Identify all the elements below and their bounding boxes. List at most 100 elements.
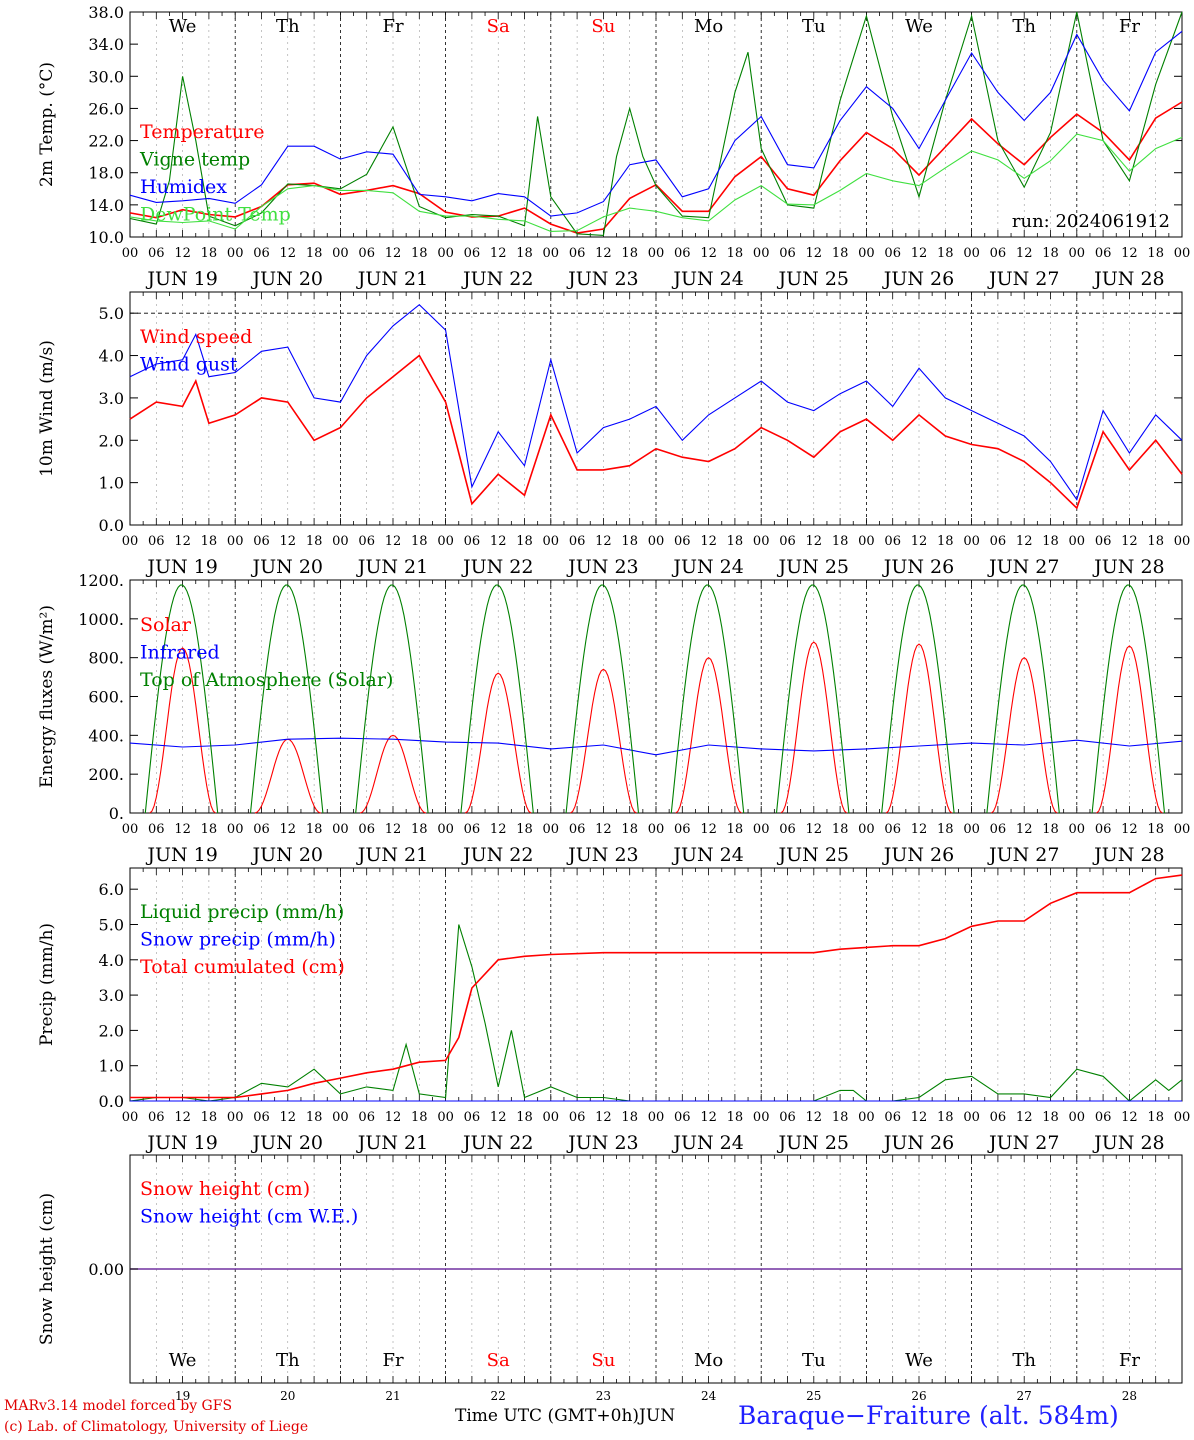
snow-day-name: Th	[1012, 1350, 1036, 1371]
hour-label: 00	[122, 246, 139, 261]
hour-label: 06	[779, 534, 796, 549]
hour-label: 12	[911, 534, 928, 549]
hour-label: 18	[832, 534, 849, 549]
lab-credit: (c) Lab. of Climatology, University of L…	[4, 1419, 309, 1435]
hour-label: 06	[253, 246, 270, 261]
hour-label: 06	[990, 534, 1007, 549]
hour-label: 06	[253, 1110, 270, 1125]
hour-label: 06	[569, 1110, 586, 1125]
hour-label: 12	[280, 246, 297, 261]
date-label: JUN 20	[251, 1132, 323, 1154]
temp-legend-dewpoint-temp: DewPoint Temp	[140, 204, 291, 226]
snow-day-number: 19	[175, 1389, 190, 1403]
hour-label: 00	[437, 822, 454, 837]
hour-label: 12	[700, 534, 717, 549]
snow-day-number: 22	[491, 1389, 506, 1403]
snow-day-number: 24	[701, 1389, 717, 1403]
date-label: JUN 19	[145, 556, 217, 578]
time-label: Time UTC (GMT+0h)	[455, 1406, 640, 1426]
snow-day-number: 23	[596, 1389, 611, 1403]
date-label: JUN 25	[777, 844, 849, 866]
hour-label: 12	[1121, 534, 1138, 549]
date-label: JUN 23	[566, 268, 638, 290]
energy-legend-top-of-atmosphere-solar-: Top of Atmosphere (Solar)	[140, 669, 393, 691]
hour-label: 06	[148, 1110, 165, 1125]
precip-legend-liquid-precip-mm-h-: Liquid precip (mm/h)	[140, 901, 344, 923]
temp-ytick-label: 18.0	[88, 164, 124, 183]
energy-ytick-label: 600.	[88, 688, 124, 707]
precip-ytick-label: 5.0	[99, 915, 124, 934]
energy-legend-infrared: Infrared	[140, 642, 220, 664]
date-label: JUN 21	[356, 556, 428, 578]
hour-label: 06	[674, 534, 691, 549]
hour-label: 06	[358, 246, 375, 261]
day-name-0: We	[169, 16, 197, 37]
hour-label: 00	[1069, 1110, 1086, 1125]
hour-label: 12	[1016, 822, 1033, 837]
hour-label: 00	[227, 246, 244, 261]
hour-label: 00	[122, 1110, 139, 1125]
hour-label: 06	[358, 822, 375, 837]
hour-label: 06	[464, 246, 481, 261]
hour-label: 00	[648, 822, 665, 837]
wind-ytick-label: 1.0	[99, 474, 124, 493]
energy-panel	[129, 579, 1183, 814]
precip-ytick-label: 3.0	[99, 986, 124, 1005]
hour-label: 12	[1016, 534, 1033, 549]
hour-label: 06	[1095, 246, 1112, 261]
hour-label: 18	[1147, 534, 1164, 549]
hour-label: 00	[543, 534, 560, 549]
hour-label: 06	[884, 534, 901, 549]
snow-day-number: 26	[911, 1389, 926, 1403]
hour-label: 12	[280, 534, 297, 549]
temp-series-vigne-temp	[129, 11, 1183, 236]
date-label: JUN 22	[461, 1132, 533, 1154]
temp-ylabel: 2m Temp. (°C)	[37, 62, 57, 187]
energy-ytick-label: 800.	[88, 649, 124, 668]
hour-label: 00	[858, 246, 875, 261]
day-name-2: Fr	[382, 16, 403, 37]
hour-label: 12	[1016, 1110, 1033, 1125]
date-label: JUN 22	[461, 556, 533, 578]
hour-label: 18	[306, 1110, 323, 1125]
hour-label: 06	[569, 822, 586, 837]
wind-series-wind-gust	[129, 303, 1183, 501]
hour-label: 12	[174, 1110, 191, 1125]
hour-label: 18	[621, 246, 638, 261]
hour-label: 00	[858, 822, 875, 837]
date-label: JUN 25	[777, 1132, 849, 1154]
precip-ytick-label: 4.0	[99, 951, 124, 970]
hour-label: 12	[280, 1110, 297, 1125]
date-label: JUN 28	[1092, 1132, 1164, 1154]
energy-ytick-label: 200.	[88, 765, 124, 784]
wind-ytick-label: 5.0	[99, 304, 124, 323]
hour-label: 12	[595, 246, 612, 261]
hour-label: 12	[490, 1110, 507, 1125]
temp-ytick-label: 14.0	[88, 196, 124, 215]
date-label: JUN 26	[882, 268, 954, 290]
hour-label: 06	[358, 534, 375, 549]
hour-label: 06	[674, 246, 691, 261]
date-label: JUN 22	[461, 268, 533, 290]
snow-day-name: Fr	[382, 1350, 403, 1371]
hour-label: 18	[516, 246, 533, 261]
precip-ytick-label: 1.0	[99, 1057, 124, 1076]
hour-label-final: 00	[1174, 1110, 1191, 1125]
date-label: JUN 20	[251, 268, 323, 290]
energy-legend-solar: Solar	[140, 614, 192, 636]
energy-series-solar	[149, 641, 1163, 814]
hour-label: 12	[385, 1110, 402, 1125]
hour-label: 18	[727, 822, 744, 837]
hour-label: 12	[490, 822, 507, 837]
hour-label: 06	[148, 534, 165, 549]
hour-label: 18	[516, 1110, 533, 1125]
snow-day-name: Mo	[694, 1350, 723, 1371]
date-label: JUN 27	[987, 844, 1059, 866]
hour-label: 00	[753, 1110, 770, 1125]
hour-label: 00	[543, 246, 560, 261]
hour-label: 00	[1069, 822, 1086, 837]
date-label: JUN 19	[145, 1132, 217, 1154]
date-label: JUN 24	[671, 268, 743, 290]
date-label: JUN 20	[251, 844, 323, 866]
hour-label: 18	[832, 822, 849, 837]
